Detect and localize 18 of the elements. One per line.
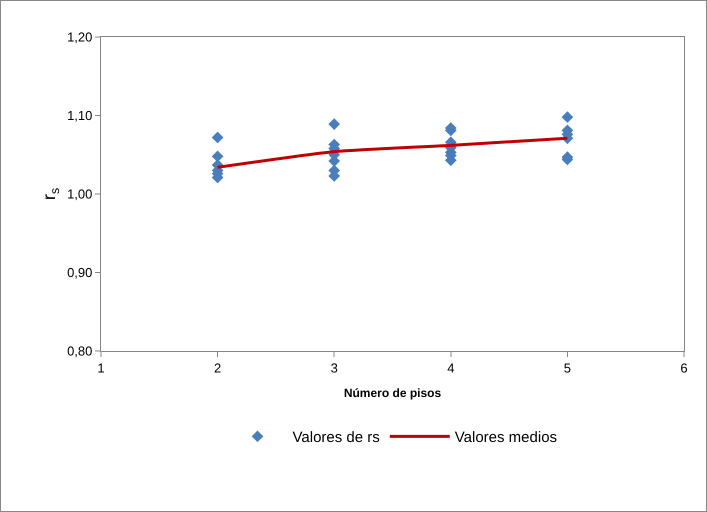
x-tick-label: 6: [680, 360, 688, 376]
x-tick-label: 2: [214, 360, 222, 376]
y-tick-label: 1,10: [67, 108, 92, 124]
point: [212, 150, 224, 162]
point: [328, 118, 340, 130]
x-axis-title: Número de pisos: [344, 386, 442, 400]
point: [562, 111, 574, 123]
y-tick-label: 0,80: [67, 344, 92, 359]
x-tick-label: 5: [564, 360, 572, 376]
y-tick-label: 1,00: [67, 186, 92, 202]
point: [212, 132, 224, 144]
y-tick-label: 0,90: [67, 265, 92, 280]
x-tick-label: 4: [447, 360, 454, 376]
x-tick-label: 3: [330, 360, 338, 376]
x-tick-label: 1: [97, 360, 105, 376]
legend-label: Valores medios: [454, 429, 558, 446]
y-tick-label: 1,20: [67, 30, 92, 45]
legend-label: Valores de rs: [292, 429, 380, 446]
